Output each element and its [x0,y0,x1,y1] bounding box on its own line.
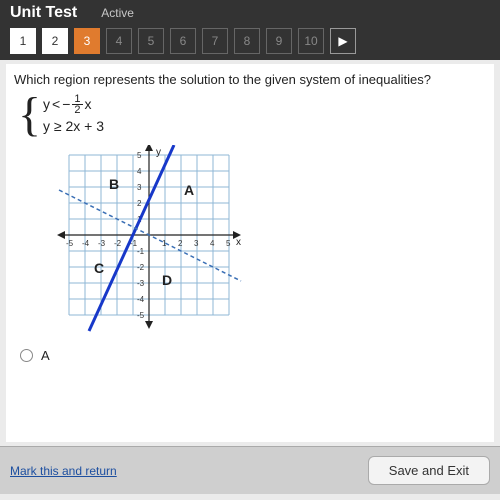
svg-text:C: C [94,260,104,276]
ineq1-op: < [52,96,60,112]
svg-text:3: 3 [194,239,199,248]
graph-area: yx-5-4-3-2-11234554321-1-2-3-4-5BACD [44,145,486,338]
answer-option-a[interactable]: A [20,348,486,363]
ineq1-fraction: 1 2 [72,94,82,115]
question-nav: 12345678910▶ [10,22,490,60]
radio-icon[interactable] [20,349,33,362]
ineq1-den: 2 [72,105,82,115]
svg-text:4: 4 [137,167,142,176]
nav-question-2[interactable]: 2 [42,28,68,54]
svg-text:x: x [236,237,241,248]
svg-text:-4: -4 [137,295,145,304]
svg-text:-5: -5 [66,239,74,248]
nav-question-9[interactable]: 9 [266,28,292,54]
page-title: Unit Test [10,4,77,22]
content-panel: Which region represents the solution to … [6,64,494,442]
ineq1-rhs: x [85,96,92,112]
svg-text:2: 2 [137,199,142,208]
nav-question-7[interactable]: 7 [202,28,228,54]
footer-bar: Mark this and return Save and Exit [0,446,500,494]
svg-text:-2: -2 [114,239,122,248]
svg-text:D: D [162,272,172,288]
mark-return-link[interactable]: Mark this and return [10,464,117,478]
answer-label: A [41,348,50,363]
nav-question-6[interactable]: 6 [170,28,196,54]
svg-text:y: y [156,147,161,158]
svg-text:A: A [184,182,194,198]
inequality-system: { y < − 1 2 x y ≥ 2x + 3 [18,93,486,137]
save-exit-button[interactable]: Save and Exit [368,456,490,485]
nav-question-4[interactable]: 4 [106,28,132,54]
inequality-1: y < − 1 2 x [43,93,104,115]
active-label: Active [101,6,134,20]
inequality-2: y ≥ 2x + 3 [43,115,104,137]
svg-text:4: 4 [210,239,215,248]
inequality-graph: yx-5-4-3-2-11234554321-1-2-3-4-5BACD [44,145,244,335]
nav-question-5[interactable]: 5 [138,28,164,54]
nav-question-10[interactable]: 10 [298,28,324,54]
ineq1-neg: − [62,96,70,112]
svg-text:5: 5 [226,239,231,248]
nav-question-3[interactable]: 3 [74,28,100,54]
nav-question-1[interactable]: 1 [10,28,36,54]
svg-text:-4: -4 [82,239,90,248]
svg-text:-2: -2 [137,263,145,272]
top-bar: Unit Test Active 12345678910▶ [0,0,500,60]
brace-icon: { [18,95,41,135]
svg-text:-3: -3 [98,239,106,248]
nav-next-icon[interactable]: ▶ [330,28,356,54]
svg-text:5: 5 [137,151,142,160]
svg-text:-3: -3 [137,279,145,288]
svg-text:-1: -1 [137,247,145,256]
svg-text:B: B [109,176,119,192]
ineq1-num: 1 [72,94,82,105]
ineq1-lhs: y [43,96,50,112]
svg-text:3: 3 [137,183,142,192]
svg-text:-5: -5 [137,311,145,320]
svg-text:2: 2 [178,239,183,248]
question-text: Which region represents the solution to … [14,72,486,87]
nav-question-8[interactable]: 8 [234,28,260,54]
